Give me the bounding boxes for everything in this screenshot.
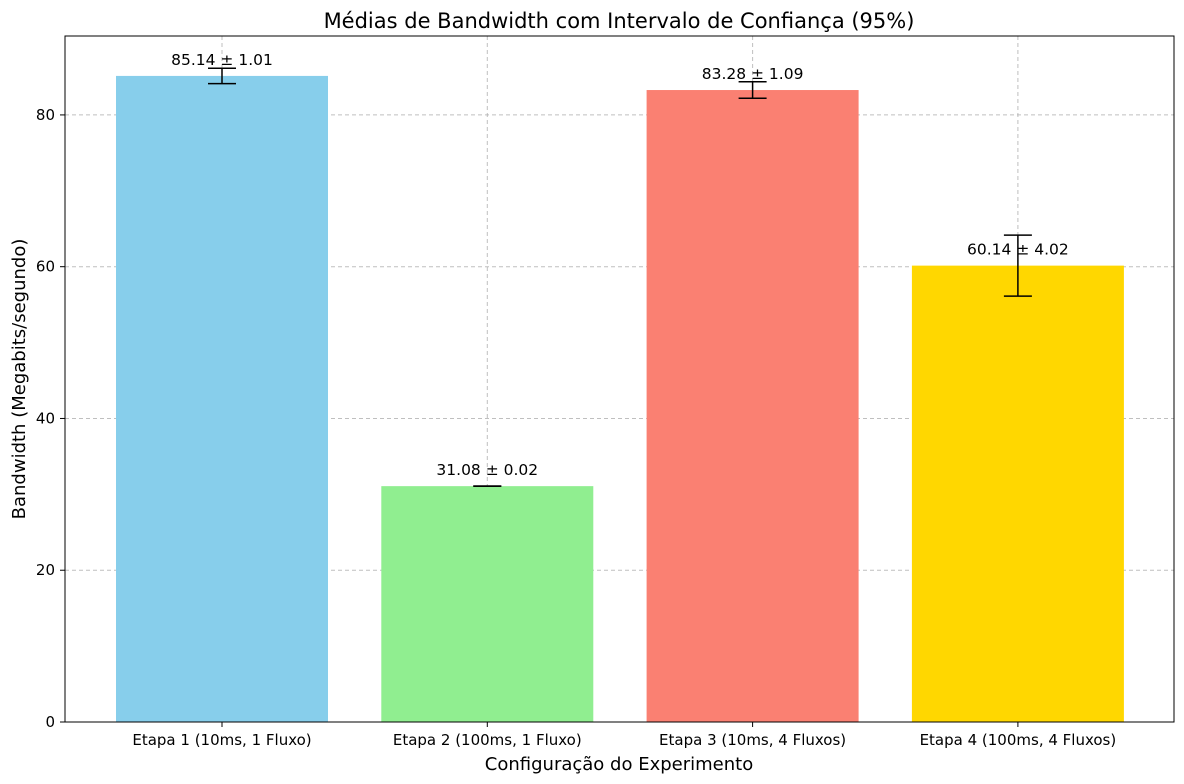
plot-frame [64,35,1175,723]
error-bars [208,67,1032,488]
bar [646,90,859,722]
y-tick-label: 0 [45,713,55,731]
data-labels: 85.14 ± 1.01 31.08 ± 0.02 83.28 ± 1.09 60.1… [171,51,1069,479]
y-tick-label: 40 [36,409,55,427]
data-label: 85.14 ± 1.01 [171,51,273,69]
x-tick-label: Etapa 2 (100ms, 1 Fluxo) [393,731,582,749]
data-label: 83.28 ± 1.09 [702,65,804,83]
y-axis-title: Bandwidth (Megabits/segundo) [9,239,30,520]
x-tick-label: Etapa 3 (10ms, 4 Fluxos) [659,731,846,749]
y-tick-label: 80 [36,106,55,124]
y-tick-label: 20 [36,561,55,579]
bar [116,75,328,723]
y-axis-ticks: 0 20 40 60 80 [36,106,65,731]
data-label: 60.14 ± 4.02 [967,241,1069,259]
x-tick-label: Etapa 4 (100ms, 4 Fluxos) [920,731,1117,749]
bar [381,486,594,722]
bar [911,265,1124,722]
chart-title: Médias de Bandwidth com Intervalo de Con… [324,9,915,33]
data-label: 31.08 ± 0.02 [436,461,538,479]
x-tick-label: Etapa 1 (10ms, 1 Fluxo) [132,731,311,749]
y-tick-label: 60 [36,258,55,276]
x-axis-title: Configuração do Experimento [485,754,753,775]
bars [116,75,1124,723]
x-axis-ticks: Etapa 1 (10ms, 1 Fluxo) Etapa 2 (100ms, 1… [132,722,1116,749]
